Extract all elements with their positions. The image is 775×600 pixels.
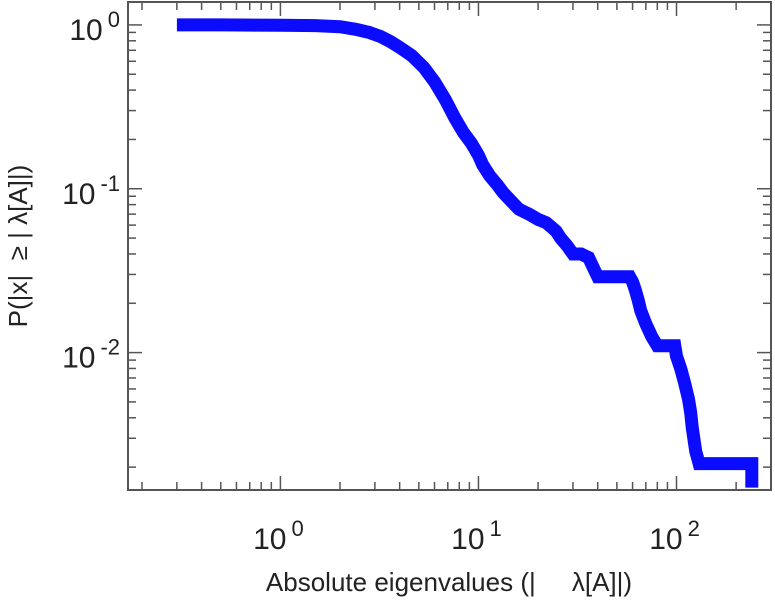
y-tick-label: 10 0	[69, 7, 120, 47]
y-axis-label: P(|x| ≥ | λ[A]|)	[3, 165, 33, 328]
x-tick-label: 10 0	[253, 516, 304, 556]
plot-frame	[127, 1, 772, 491]
axis-ticks	[128, 2, 772, 490]
x-tick-label: 10 1	[451, 516, 502, 556]
tick-labels: 10 0 10 1 10 2 10 0 10 -1 10 -2	[62, 7, 700, 556]
y-tick-label: 10 -2	[62, 335, 120, 375]
y-tick-label: 10 -1	[62, 171, 120, 211]
series-layer	[176, 18, 759, 488]
x-tick-label: 10 2	[649, 516, 700, 556]
x-axis-label: Absolute eigenvalues (| λ[A]|)	[266, 567, 632, 597]
ccdf-series-line	[176, 18, 759, 488]
